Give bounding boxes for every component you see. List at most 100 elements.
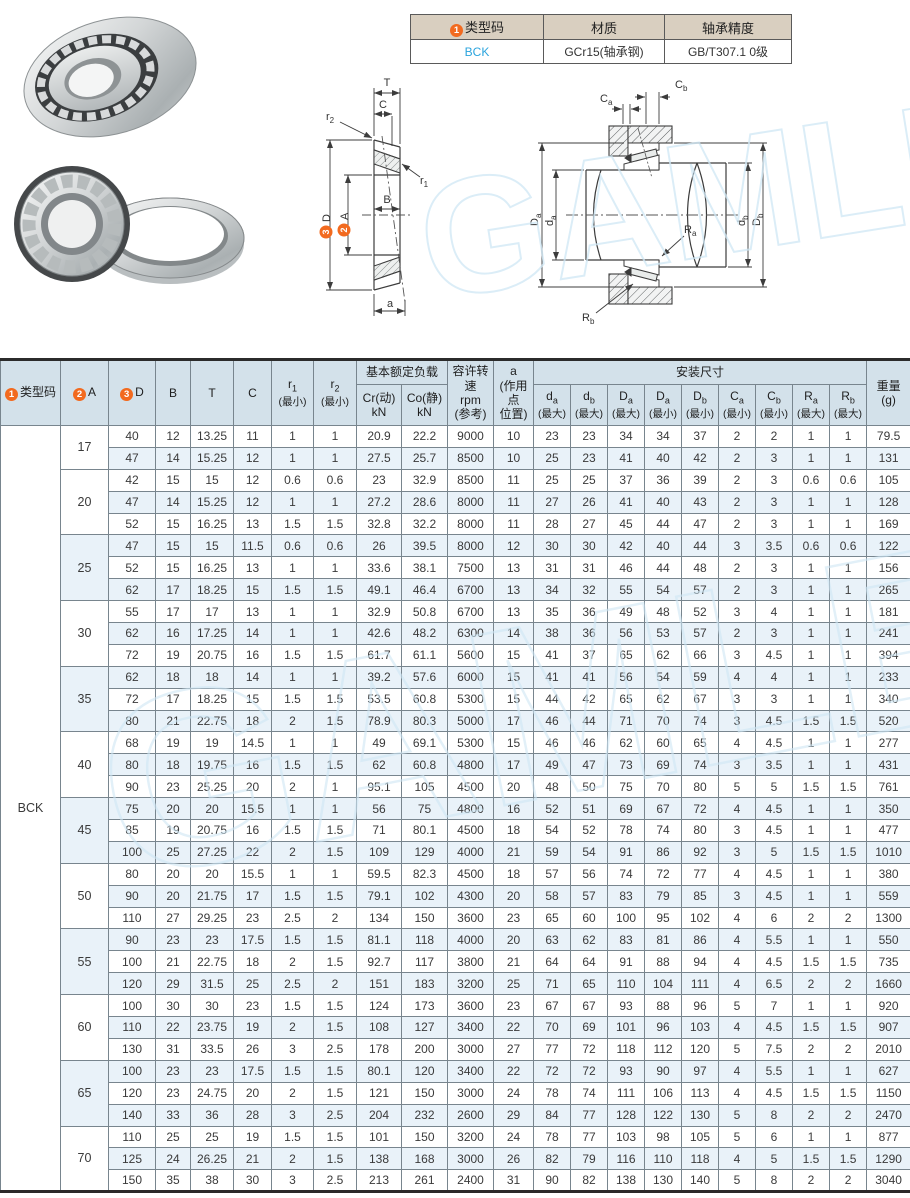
data-cell: 5 (718, 1169, 757, 1193)
data-cell: 3400 (447, 1016, 495, 1039)
data-cell: 2 (271, 1147, 314, 1171)
data-cell: 57 (533, 862, 572, 886)
data-cell: 8000 (447, 534, 495, 558)
data-cell: 3400 (447, 1059, 495, 1083)
data-cell: 9000 (447, 425, 495, 448)
data-cell: 2 (271, 709, 314, 733)
d-cell: 47 (108, 534, 156, 558)
data-cell: 1 (271, 446, 314, 470)
data-cell: 67 (570, 994, 609, 1018)
data-cell: 100 (607, 906, 646, 930)
data-cell: 39 (681, 468, 720, 492)
data-cell: 20 (155, 884, 191, 908)
header-mount-Db-4: Db (最小) (681, 384, 720, 426)
data-cell: 58 (533, 884, 572, 908)
data-cell: 178 (356, 1037, 402, 1061)
data-cell: 48 (681, 556, 720, 580)
data-cell: 55 (607, 578, 646, 602)
data-cell: 81.1 (356, 928, 402, 952)
info-value-precision: GB/T307.1 0级 (664, 39, 792, 64)
data-cell: 18 (155, 753, 191, 777)
data-cell: 46 (533, 709, 572, 733)
data-cell: 62 (607, 731, 646, 755)
header-type-code: 1 类型码 (0, 359, 61, 426)
data-cell: 20 (155, 862, 191, 886)
data-cell: 1 (792, 797, 831, 821)
data-cell: 41 (533, 643, 572, 667)
data-cell: 16 (233, 819, 272, 842)
data-cell: 1 (313, 556, 357, 580)
data-cell: 128 (607, 1103, 646, 1127)
data-cell: 70 (644, 709, 683, 733)
label-Ra: Ra (684, 224, 697, 238)
data-cell: 81 (644, 928, 683, 952)
data-cell: 19 (155, 643, 191, 667)
data-cell: 60 (644, 731, 683, 755)
label-Da-outer: Da (529, 213, 543, 226)
data-cell: 22 (233, 840, 272, 864)
data-cell: 105 (866, 468, 910, 492)
data-cell: 69 (644, 753, 683, 777)
data-cell: 79.5 (866, 425, 910, 448)
data-cell: 96 (681, 994, 720, 1018)
data-cell: 96 (644, 1016, 683, 1039)
info-header-material: 材质 (543, 14, 665, 40)
data-cell: 88 (644, 950, 683, 974)
data-cell: 1.5 (271, 1125, 314, 1149)
data-cell: 1.5 (271, 884, 314, 908)
data-cell: 2.5 (313, 1037, 357, 1061)
data-cell: 1 (829, 446, 868, 470)
data-cell: 1 (792, 928, 831, 952)
d-cell: 80 (108, 862, 156, 886)
data-cell: 2 (792, 1103, 831, 1127)
data-cell: 73 (607, 753, 646, 777)
label-Cb: Cb (675, 79, 688, 93)
data-cell: 28 (533, 512, 572, 536)
data-cell: 394 (866, 643, 910, 667)
data-cell: 67 (533, 994, 572, 1018)
info-header-type-code-label: 类型码 (464, 19, 504, 35)
dimension-lines (326, 88, 421, 316)
data-cell: 4500 (447, 862, 495, 886)
data-cell: 5 (755, 775, 794, 799)
table-row: 150 35 38 30 3 2.5 213 261 2400 31 90 82 138 130 140 5 8… (1, 1169, 910, 1193)
data-cell: 69 (607, 797, 646, 821)
data-cell: 78 (533, 1125, 572, 1149)
data-cell: 1 (313, 600, 357, 624)
data-cell: 79 (570, 1147, 609, 1171)
d-cell: 47 (108, 446, 156, 470)
d-cell: 120 (108, 1081, 156, 1105)
data-cell: 59 (681, 665, 720, 689)
data-cell: 241 (866, 622, 910, 645)
data-cell: 31.5 (190, 972, 234, 996)
data-cell: 105 (681, 1125, 720, 1149)
data-cell: 2 (718, 556, 757, 580)
data-cell: 18 (233, 950, 272, 974)
data-cell: 77 (570, 1125, 609, 1149)
group-a-cell: 50 (60, 862, 109, 930)
data-cell: 70 (533, 1016, 572, 1039)
data-cell: 26 (493, 1147, 535, 1171)
data-cell: 261 (400, 1169, 449, 1193)
data-cell: 1 (829, 687, 868, 711)
data-cell: 12 (493, 534, 535, 558)
data-cell: 431 (866, 753, 910, 777)
data-cell: 102 (400, 884, 449, 908)
data-cell: 4.5 (755, 884, 794, 908)
data-cell: 49 (607, 600, 646, 624)
data-cell: 4 (718, 731, 757, 755)
data-cell: 2 (792, 1169, 831, 1193)
label-r2: r2 (326, 111, 335, 125)
data-cell: 15 (155, 534, 191, 558)
data-cell: 15 (190, 534, 234, 558)
data-cell: 4 (718, 950, 757, 974)
data-cell: 0.6 (271, 468, 314, 492)
data-cell: 53.5 (356, 687, 402, 711)
svg-text:Db: Db (751, 213, 765, 226)
data-cell: 41 (607, 446, 646, 470)
data-cell: 74 (681, 753, 720, 777)
data-cell: 22.75 (190, 950, 234, 974)
data-cell: 8500 (447, 446, 495, 470)
data-cell: 65 (681, 731, 720, 755)
